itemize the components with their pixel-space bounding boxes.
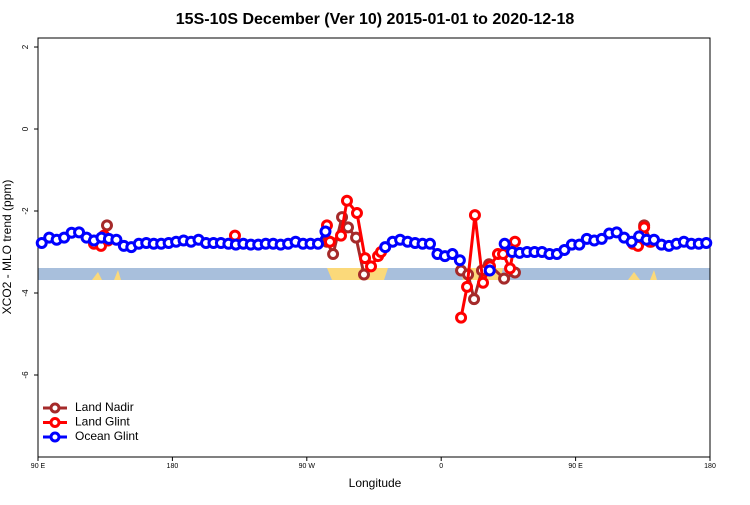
point xyxy=(498,272,511,285)
point xyxy=(595,232,608,245)
point xyxy=(379,241,392,254)
point xyxy=(610,226,623,239)
point xyxy=(359,252,372,265)
y-tick-label: 2 xyxy=(21,44,30,49)
legend-label: Land Glint xyxy=(75,415,130,429)
land-patch xyxy=(628,272,640,280)
point xyxy=(424,237,436,250)
point xyxy=(350,231,363,244)
point xyxy=(498,237,511,250)
legend-label: Ocean Glint xyxy=(75,429,139,443)
x-tick-label: 180 xyxy=(704,463,716,470)
legend-label: Land Nadir xyxy=(75,400,134,414)
point xyxy=(319,225,332,238)
point xyxy=(461,280,474,293)
point xyxy=(497,248,510,261)
point xyxy=(453,254,466,267)
point xyxy=(468,293,481,306)
x-tick-label: 0 xyxy=(439,463,443,470)
land-patch xyxy=(327,268,388,280)
point xyxy=(504,262,517,275)
point xyxy=(342,221,355,234)
point xyxy=(700,236,713,249)
point xyxy=(625,235,638,248)
point xyxy=(508,235,521,248)
land-patch xyxy=(650,270,657,280)
x-axis-label: Longitude xyxy=(349,476,402,490)
point xyxy=(483,264,496,277)
y-tick-label: -4 xyxy=(21,289,30,297)
land-patch xyxy=(114,270,121,280)
y-tick-label: 0 xyxy=(21,126,30,131)
x-tick-label: 90 E xyxy=(568,463,583,470)
point xyxy=(100,219,113,232)
point xyxy=(350,207,363,220)
point xyxy=(323,235,336,248)
legend-marker xyxy=(49,402,61,414)
point xyxy=(312,237,324,250)
legend-marker xyxy=(49,431,61,443)
point xyxy=(340,194,353,207)
point xyxy=(558,243,571,256)
point xyxy=(573,238,586,251)
point xyxy=(327,248,340,261)
point xyxy=(334,229,347,242)
y-tick-label: -6 xyxy=(21,371,30,379)
point xyxy=(110,233,123,246)
x-tick-label: 90 W xyxy=(299,463,316,470)
point xyxy=(455,311,468,324)
point xyxy=(357,268,370,281)
land-patch xyxy=(92,272,102,280)
point xyxy=(365,260,378,273)
point xyxy=(477,276,490,289)
point xyxy=(468,209,481,222)
x-tick-label: 180 xyxy=(167,463,179,470)
y-tick-label: -2 xyxy=(21,207,30,215)
legend-marker xyxy=(49,417,61,428)
point xyxy=(446,248,459,261)
x-tick-label: 90 E xyxy=(31,463,46,470)
y-axis-label: XCO2 - MLO trend (ppm) xyxy=(0,180,14,315)
point xyxy=(638,221,651,234)
point xyxy=(35,236,48,249)
point xyxy=(73,226,86,239)
chart-title: 15S-10S December (Ver 10) 2015-01-01 to … xyxy=(176,11,575,28)
